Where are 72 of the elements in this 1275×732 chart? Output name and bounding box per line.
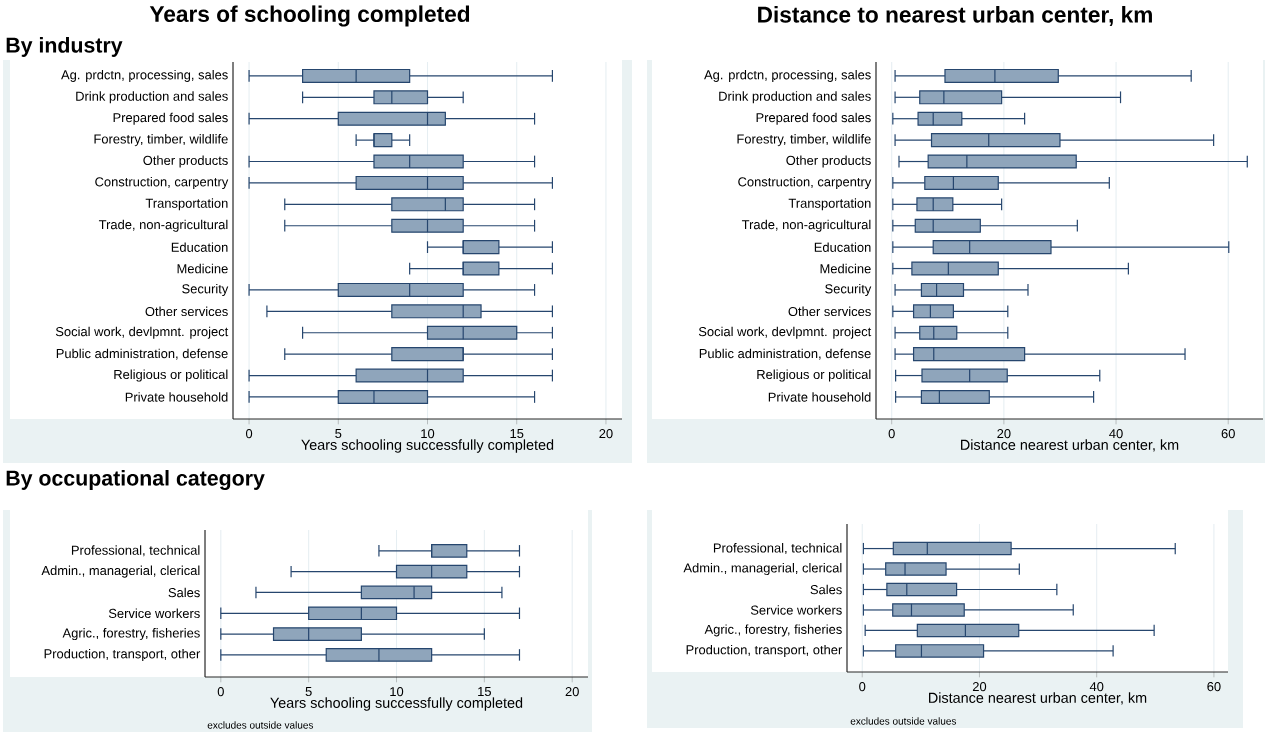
chart-subtitle: By industry <box>6 37 123 57</box>
x-tick-label: 5 <box>335 429 342 439</box>
y-tick-label: Drink production and sales <box>76 91 228 104</box>
y-tick-label: Ag. prdctn, processing, sales <box>61 69 228 82</box>
x-axis-title: Distance nearest urban center, km <box>929 692 1147 705</box>
y-tick-label: Religious or political <box>757 369 871 382</box>
y-tick-label: Other products <box>786 155 871 168</box>
x-axis-title: Years schooling successfully completed <box>270 697 523 711</box>
y-tick-label: Professional, technical <box>71 545 200 557</box>
x-tick-label: 15 <box>478 687 491 697</box>
x-tick-label: 40 <box>1109 429 1123 439</box>
y-tick-label: Sales <box>168 587 200 598</box>
chart-title: Years of schooling completed <box>149 5 470 27</box>
y-tick-label: Prepared food sales <box>113 112 228 125</box>
y-tick-label: Social work, devlpmnt. project <box>698 326 872 339</box>
y-tick-label: Drink production and sales <box>719 91 871 104</box>
y-tick-label: Professional, technical <box>713 543 842 555</box>
y-tick-label: Other services <box>788 306 871 317</box>
y-tick-label: Social work, devlpmnt. project <box>55 326 229 339</box>
y-tick-label: Trade, non-agricultural <box>741 219 871 232</box>
y-tick-label: Public administration, defense <box>699 348 871 360</box>
text: excludes outside values <box>850 717 957 725</box>
y-tick-label: Service workers <box>750 605 842 615</box>
y-tick-label: Education <box>814 242 871 252</box>
y-tick-label: Service workers <box>108 608 200 619</box>
y-tick-label: Private household <box>768 392 871 402</box>
x-tick-label: 20 <box>565 687 579 697</box>
x-tick-label: 60 <box>1207 682 1221 692</box>
y-tick-label: Forestry, timber, wildlife <box>94 134 228 147</box>
y-tick-label: Public administration, defense <box>56 348 228 360</box>
y-tick-label: Forestry, timber, wildlife <box>737 134 871 147</box>
y-tick-label: Religious or political <box>114 369 228 382</box>
y-tick-label: Other services <box>145 306 228 317</box>
text: excludes outside values <box>207 721 314 729</box>
y-tick-label: Sales <box>810 584 842 595</box>
x-tick-label: 10 <box>421 429 435 439</box>
y-tick-label: Private household <box>125 392 228 402</box>
y-tick-label: Transportation <box>145 198 228 211</box>
y-tick-label: Agric., forestry, fisheries <box>704 624 842 637</box>
chart-subtitle: By occupational category <box>6 470 265 490</box>
x-tick-label: 0 <box>859 682 866 692</box>
y-tick-label: Transportation <box>788 198 871 211</box>
x-tick-label: 20 <box>997 429 1011 439</box>
y-tick-label: Production, transport, other <box>44 648 201 661</box>
y-tick-label: Security <box>825 283 872 296</box>
y-tick-label: Education <box>171 242 228 252</box>
y-tick-label: Medicine <box>177 263 228 274</box>
y-tick-label: Trade, non-agricultural <box>98 219 228 232</box>
x-tick-label: 60 <box>1221 429 1235 439</box>
x-tick-label: 0 <box>245 429 253 439</box>
y-tick-label: Production, transport, other <box>686 644 843 657</box>
x-tick-label: 20 <box>599 429 613 439</box>
x-tick-label: 40 <box>1089 682 1104 692</box>
y-tick-label: Agric., forestry, fisheries <box>62 628 200 641</box>
x-axis-title: Years schooling successfully completed <box>301 439 554 453</box>
x-axis-title: Distance nearest urban center, km <box>961 439 1179 452</box>
y-tick-label: Security <box>182 283 229 296</box>
y-tick-label: Other products <box>143 155 228 168</box>
x-tick-label: 20 <box>972 682 987 692</box>
x-tick-label: 0 <box>217 687 224 697</box>
x-tick-label: 10 <box>390 687 404 697</box>
y-tick-label: Admin., managerial, clerical <box>41 565 200 578</box>
y-tick-label: Construction, carpentry <box>738 176 872 189</box>
x-tick-label: 5 <box>305 687 312 697</box>
y-tick-label: Prepared food sales <box>756 112 871 125</box>
chart-title: Distance to nearest urban center, km <box>758 6 1152 26</box>
x-tick-label: 15 <box>510 429 524 439</box>
y-tick-label: Ag. prdctn, processing, sales <box>704 69 871 82</box>
y-tick-label: Admin., managerial, clerical <box>683 563 842 576</box>
y-tick-label: Medicine <box>820 263 871 274</box>
x-tick-label: 0 <box>888 429 895 439</box>
y-tick-label: Construction, carpentry <box>95 176 229 189</box>
